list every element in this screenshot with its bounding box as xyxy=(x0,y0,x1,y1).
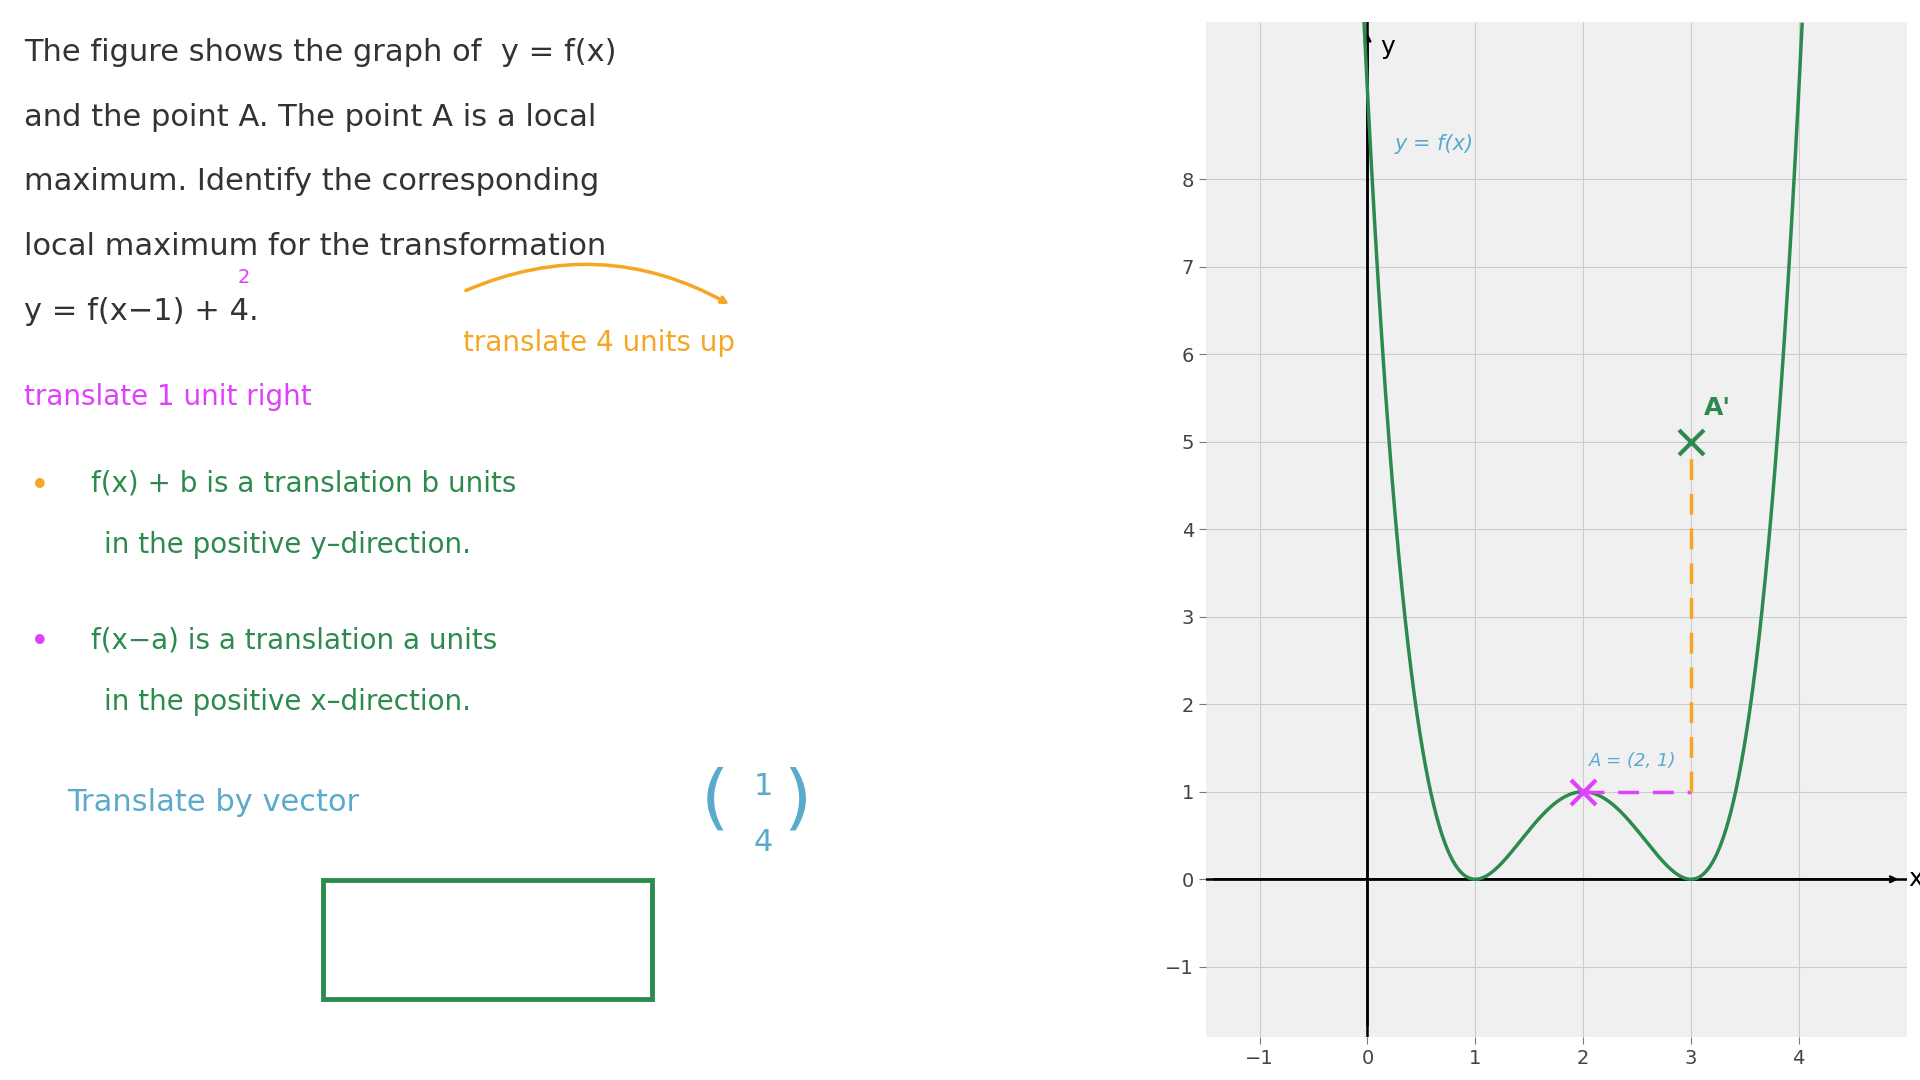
Text: ): ) xyxy=(783,767,810,836)
Text: Translate by vector: Translate by vector xyxy=(67,788,359,818)
Text: f(x−a) is a translation a units: f(x−a) is a translation a units xyxy=(92,626,497,654)
Text: y = f(x): y = f(x) xyxy=(1394,134,1473,154)
Text: maximum. Identify the corresponding: maximum. Identify the corresponding xyxy=(25,167,599,197)
Text: 2: 2 xyxy=(238,268,250,287)
Text: and the point A. The point A is a local: and the point A. The point A is a local xyxy=(25,103,597,132)
Text: A = (2, 1): A = (2, 1) xyxy=(1588,752,1676,770)
Text: •: • xyxy=(31,470,50,503)
Text: f(x) + b is a translation b units: f(x) + b is a translation b units xyxy=(92,470,516,498)
Text: local maximum for the transformation: local maximum for the transformation xyxy=(25,232,607,261)
Text: translate 4 units up: translate 4 units up xyxy=(463,329,735,357)
Text: •: • xyxy=(31,626,50,660)
Text: 1: 1 xyxy=(753,772,774,801)
Text: x: x xyxy=(1908,867,1920,891)
Text: (: ( xyxy=(701,767,730,836)
Text: (3,5): (3,5) xyxy=(438,914,538,955)
Text: y: y xyxy=(1380,35,1396,58)
Text: in the positive y–direction.: in the positive y–direction. xyxy=(104,531,470,559)
Text: The figure shows the graph of  y = f(x): The figure shows the graph of y = f(x) xyxy=(25,38,616,67)
Text: in the positive x–direction.: in the positive x–direction. xyxy=(104,688,470,716)
Text: 4: 4 xyxy=(753,828,774,858)
Text: A': A' xyxy=(1703,395,1730,420)
Text: y = f(x−1) + 4.: y = f(x−1) + 4. xyxy=(25,297,259,326)
FancyBboxPatch shape xyxy=(323,880,653,999)
Text: translate 1 unit right: translate 1 unit right xyxy=(25,383,313,411)
